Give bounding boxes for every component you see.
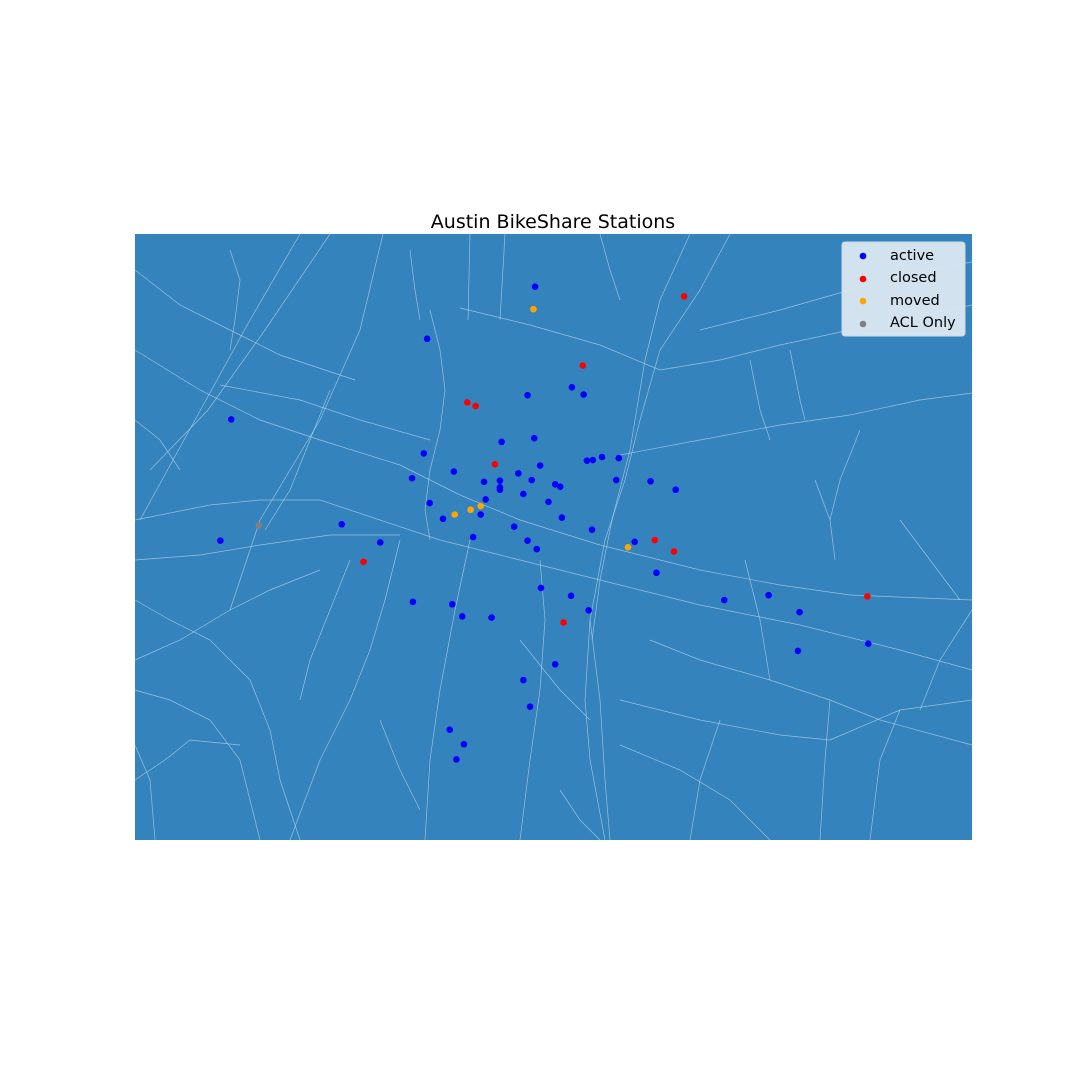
legend-label-active: active	[890, 248, 934, 264]
station-point-active	[498, 438, 505, 446]
station-point-closed	[560, 619, 567, 626]
station-point-active	[653, 569, 660, 577]
station-point-active	[526, 703, 534, 710]
station-point-active	[720, 596, 728, 604]
station-point-active	[551, 660, 559, 668]
station-point-active	[612, 476, 620, 484]
station-point-active	[545, 498, 552, 506]
station-point-moved	[624, 544, 632, 551]
station-point-active	[568, 384, 576, 391]
station-point-closed	[680, 293, 688, 300]
station-point-active	[409, 598, 417, 606]
legend-marker-closed	[859, 275, 867, 283]
station-point-active	[765, 591, 772, 599]
legend-item-acl-only: ACL Only	[859, 315, 956, 331]
station-point-active	[469, 533, 477, 541]
legend-marker-moved	[859, 297, 867, 305]
station-point-closed	[491, 460, 499, 468]
legend-item-moved: moved	[859, 293, 940, 309]
station-point-moved	[530, 305, 537, 313]
station-point-active	[558, 514, 566, 521]
station-point-active	[536, 462, 544, 469]
legend-item-closed: closed	[859, 270, 937, 286]
station-point-active	[496, 477, 504, 484]
station-point-active	[567, 592, 575, 600]
station-point-active	[480, 478, 488, 486]
station-point-active	[520, 490, 527, 498]
legend-marker-active	[859, 252, 867, 260]
station-point-active	[647, 477, 654, 485]
station-point-active	[583, 457, 591, 464]
station-point-active	[420, 450, 428, 457]
station-point-moved	[451, 511, 459, 518]
legend: active closed moved ACL Only	[841, 241, 966, 337]
station-point-active	[510, 523, 518, 530]
station-point-active	[376, 539, 384, 546]
station-points	[217, 283, 872, 763]
station-point-active	[520, 676, 527, 684]
station-point-active	[580, 391, 587, 398]
station-point-active	[524, 391, 531, 399]
station-point-active	[448, 600, 456, 608]
legend-box	[841, 241, 966, 337]
station-point-closed	[463, 399, 471, 406]
station-point-active	[631, 538, 638, 546]
station-point-active	[794, 647, 802, 655]
station-point-closed	[651, 536, 659, 544]
station-point-active	[338, 520, 346, 528]
station-point-active	[796, 608, 803, 616]
station-point-moved	[467, 506, 474, 514]
station-point-active	[439, 515, 447, 523]
station-point-active	[530, 434, 538, 442]
legend-label-closed: closed	[890, 270, 937, 286]
station-point-active	[528, 476, 536, 484]
station-point-closed	[670, 548, 678, 555]
station-point-closed	[579, 362, 587, 369]
station-point-active	[615, 454, 623, 462]
station-point-acl-only	[255, 522, 263, 529]
station-point-active	[450, 468, 458, 475]
station-point-active	[482, 496, 490, 503]
station-point-active	[515, 470, 522, 477]
station-point-active	[426, 499, 433, 507]
station-point-active	[217, 537, 224, 544]
station-point-active	[446, 726, 454, 734]
station-point-active	[864, 640, 872, 647]
station-point-moved	[477, 502, 484, 510]
station-point-active	[556, 483, 564, 491]
map-area	[134, 233, 973, 841]
station-point-active	[453, 756, 460, 763]
station-point-active	[460, 740, 468, 748]
station-point-active	[585, 607, 592, 614]
station-point-active	[589, 456, 597, 464]
station-point-active	[496, 486, 504, 494]
station-point-active	[458, 613, 466, 620]
station-point-active	[477, 511, 484, 518]
station-point-active	[598, 453, 606, 461]
station-point-active	[533, 545, 541, 553]
station-point-active	[488, 614, 495, 621]
station-point-active	[524, 537, 531, 544]
station-point-closed	[472, 402, 479, 410]
station-point-active	[537, 584, 545, 592]
station-point-active	[408, 474, 416, 482]
station-point-active	[423, 335, 431, 343]
legend-label-moved: moved	[890, 293, 940, 309]
station-point-closed	[360, 558, 367, 566]
station-point-closed	[864, 593, 871, 600]
chart-title: Austin BikeShare Stations	[431, 211, 675, 233]
station-point-active	[227, 416, 235, 423]
station-point-active	[551, 480, 559, 488]
station-point-active	[672, 486, 680, 494]
station-point-active	[588, 526, 596, 534]
legend-item-active: active	[859, 248, 934, 264]
legend-marker-acl-only	[859, 320, 867, 328]
station-point-active	[531, 283, 539, 291]
legend-label-acl-only: ACL Only	[890, 315, 956, 331]
